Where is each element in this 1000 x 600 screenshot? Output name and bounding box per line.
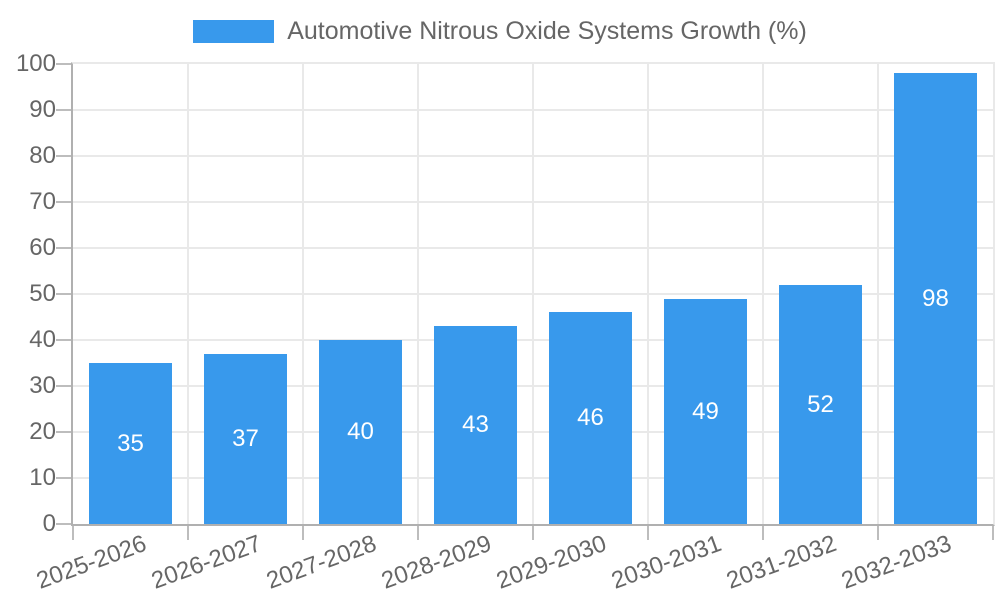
- x-tick-mark: [647, 526, 649, 540]
- y-tick-mark: [56, 385, 71, 387]
- legend-color-swatch: [193, 19, 275, 43]
- x-tick-mark: [72, 526, 74, 540]
- y-tick-mark: [56, 63, 71, 65]
- bar[interactable]: 46: [549, 312, 632, 524]
- y-tick-mark: [56, 431, 71, 433]
- x-tick-label: 2032-2033: [837, 530, 955, 595]
- y-tick-mark: [56, 477, 71, 479]
- y-tick-mark: [56, 201, 71, 203]
- y-tick-label: 50: [29, 280, 56, 307]
- y-tick-label: 70: [29, 188, 56, 215]
- legend-label: Automotive Nitrous Oxide Systems Growth …: [287, 16, 807, 45]
- bar[interactable]: 35: [89, 363, 172, 524]
- gridline-vertical: [302, 64, 304, 524]
- y-tick-label: 60: [29, 234, 56, 261]
- bar-value-label: 52: [807, 390, 834, 418]
- chart-legend-item[interactable]: Automotive Nitrous Oxide Systems Growth …: [0, 16, 1000, 46]
- y-tick-label: 40: [29, 326, 56, 353]
- gridline-vertical: [762, 64, 764, 524]
- bar[interactable]: 37: [204, 354, 287, 524]
- y-tick-label: 100: [15, 50, 56, 77]
- y-tick-mark: [56, 293, 71, 295]
- x-tick-mark: [417, 526, 419, 540]
- bar-value-label: 40: [347, 418, 374, 445]
- x-tick-label: 2030-2031: [607, 530, 725, 595]
- x-tick-mark: [877, 526, 879, 540]
- bar-value-label: 43: [462, 411, 489, 438]
- x-tick-label: 2031-2032: [722, 530, 840, 595]
- bar-value-label: 46: [577, 404, 604, 431]
- bar[interactable]: 49: [664, 299, 747, 524]
- bar[interactable]: 40: [319, 340, 402, 524]
- x-tick-mark: [992, 526, 994, 540]
- x-tick-mark: [532, 526, 534, 540]
- bar[interactable]: 43: [434, 326, 517, 524]
- x-tick-label: 2029-2030: [492, 530, 610, 595]
- x-tick-mark: [302, 526, 304, 540]
- y-tick-mark: [56, 339, 71, 341]
- x-tick-mark: [762, 526, 764, 540]
- y-tick-label: 20: [29, 418, 56, 445]
- y-tick-label: 30: [29, 372, 56, 399]
- x-tick-label: 2027-2028: [262, 530, 380, 595]
- y-tick-label: 80: [29, 142, 56, 169]
- x-tick-label: 2028-2029: [377, 530, 495, 595]
- x-tick-mark: [187, 526, 189, 540]
- gridline-vertical: [877, 64, 879, 524]
- gridline-vertical: [532, 64, 534, 524]
- y-tick-label: 0: [42, 510, 56, 537]
- y-tick-label: 10: [29, 464, 56, 491]
- gridline-vertical: [647, 64, 649, 524]
- y-tick-mark: [56, 247, 71, 249]
- bar-value-label: 35: [117, 429, 144, 457]
- x-tick-label: 2026-2027: [147, 530, 265, 595]
- plot-area: 35 37 40 43 46 49 52 98: [71, 62, 995, 526]
- bar-value-label: 37: [232, 425, 259, 452]
- y-tick-mark: [56, 523, 71, 525]
- y-tick-mark: [56, 109, 71, 111]
- bar-value-label: 98: [922, 284, 949, 312]
- bar[interactable]: 98: [894, 73, 977, 524]
- y-tick-mark: [56, 155, 71, 157]
- gridline-vertical: [187, 64, 189, 524]
- y-tick-label: 90: [29, 96, 56, 123]
- bar[interactable]: 52: [779, 285, 862, 524]
- bar-value-label: 49: [692, 397, 719, 425]
- x-tick-label: 2025-2026: [32, 530, 150, 595]
- gridline-vertical: [417, 64, 419, 524]
